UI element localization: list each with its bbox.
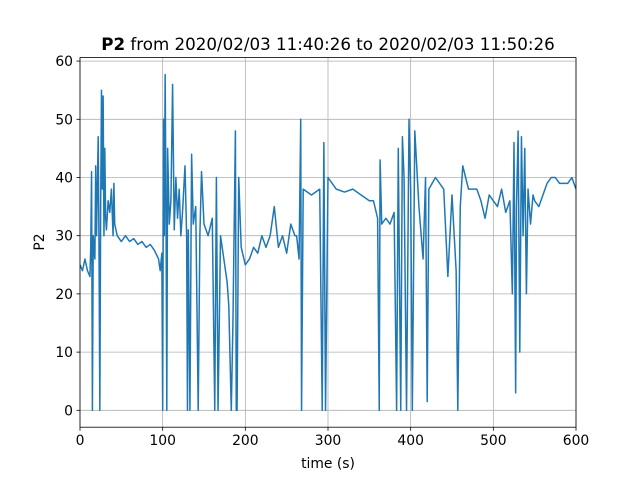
title-name: P2: [101, 34, 125, 54]
data-line: [80, 73, 576, 412]
x-tick-label: 400: [397, 433, 424, 449]
y-tick-label: 30: [55, 229, 73, 245]
chart-title: P2 from 2020/02/03 11:40:26 to 2020/02/0…: [101, 34, 555, 54]
plot-frame: [79, 57, 577, 428]
y-tick-label: 50: [55, 112, 73, 128]
x-axis-label: time (s): [301, 456, 355, 472]
x-tick-label: 300: [315, 433, 342, 449]
x-tick-label: 100: [149, 433, 176, 449]
x-tick-label: 600: [563, 433, 590, 449]
y-tick-label: 40: [55, 171, 73, 187]
x-tick-label: 200: [232, 433, 259, 449]
y-axis-label: P2: [32, 233, 48, 250]
title-text: from 2020/02/03 11:40:26 to 2020/02/03 1…: [130, 34, 554, 54]
y-tick-label: 0: [64, 403, 73, 419]
x-tick-label: 0: [76, 433, 85, 449]
y-tick-label: 20: [55, 287, 73, 303]
y-tick-label: 60: [55, 54, 73, 70]
x-tick-label: 500: [480, 433, 507, 449]
y-tick-label: 10: [55, 345, 73, 361]
